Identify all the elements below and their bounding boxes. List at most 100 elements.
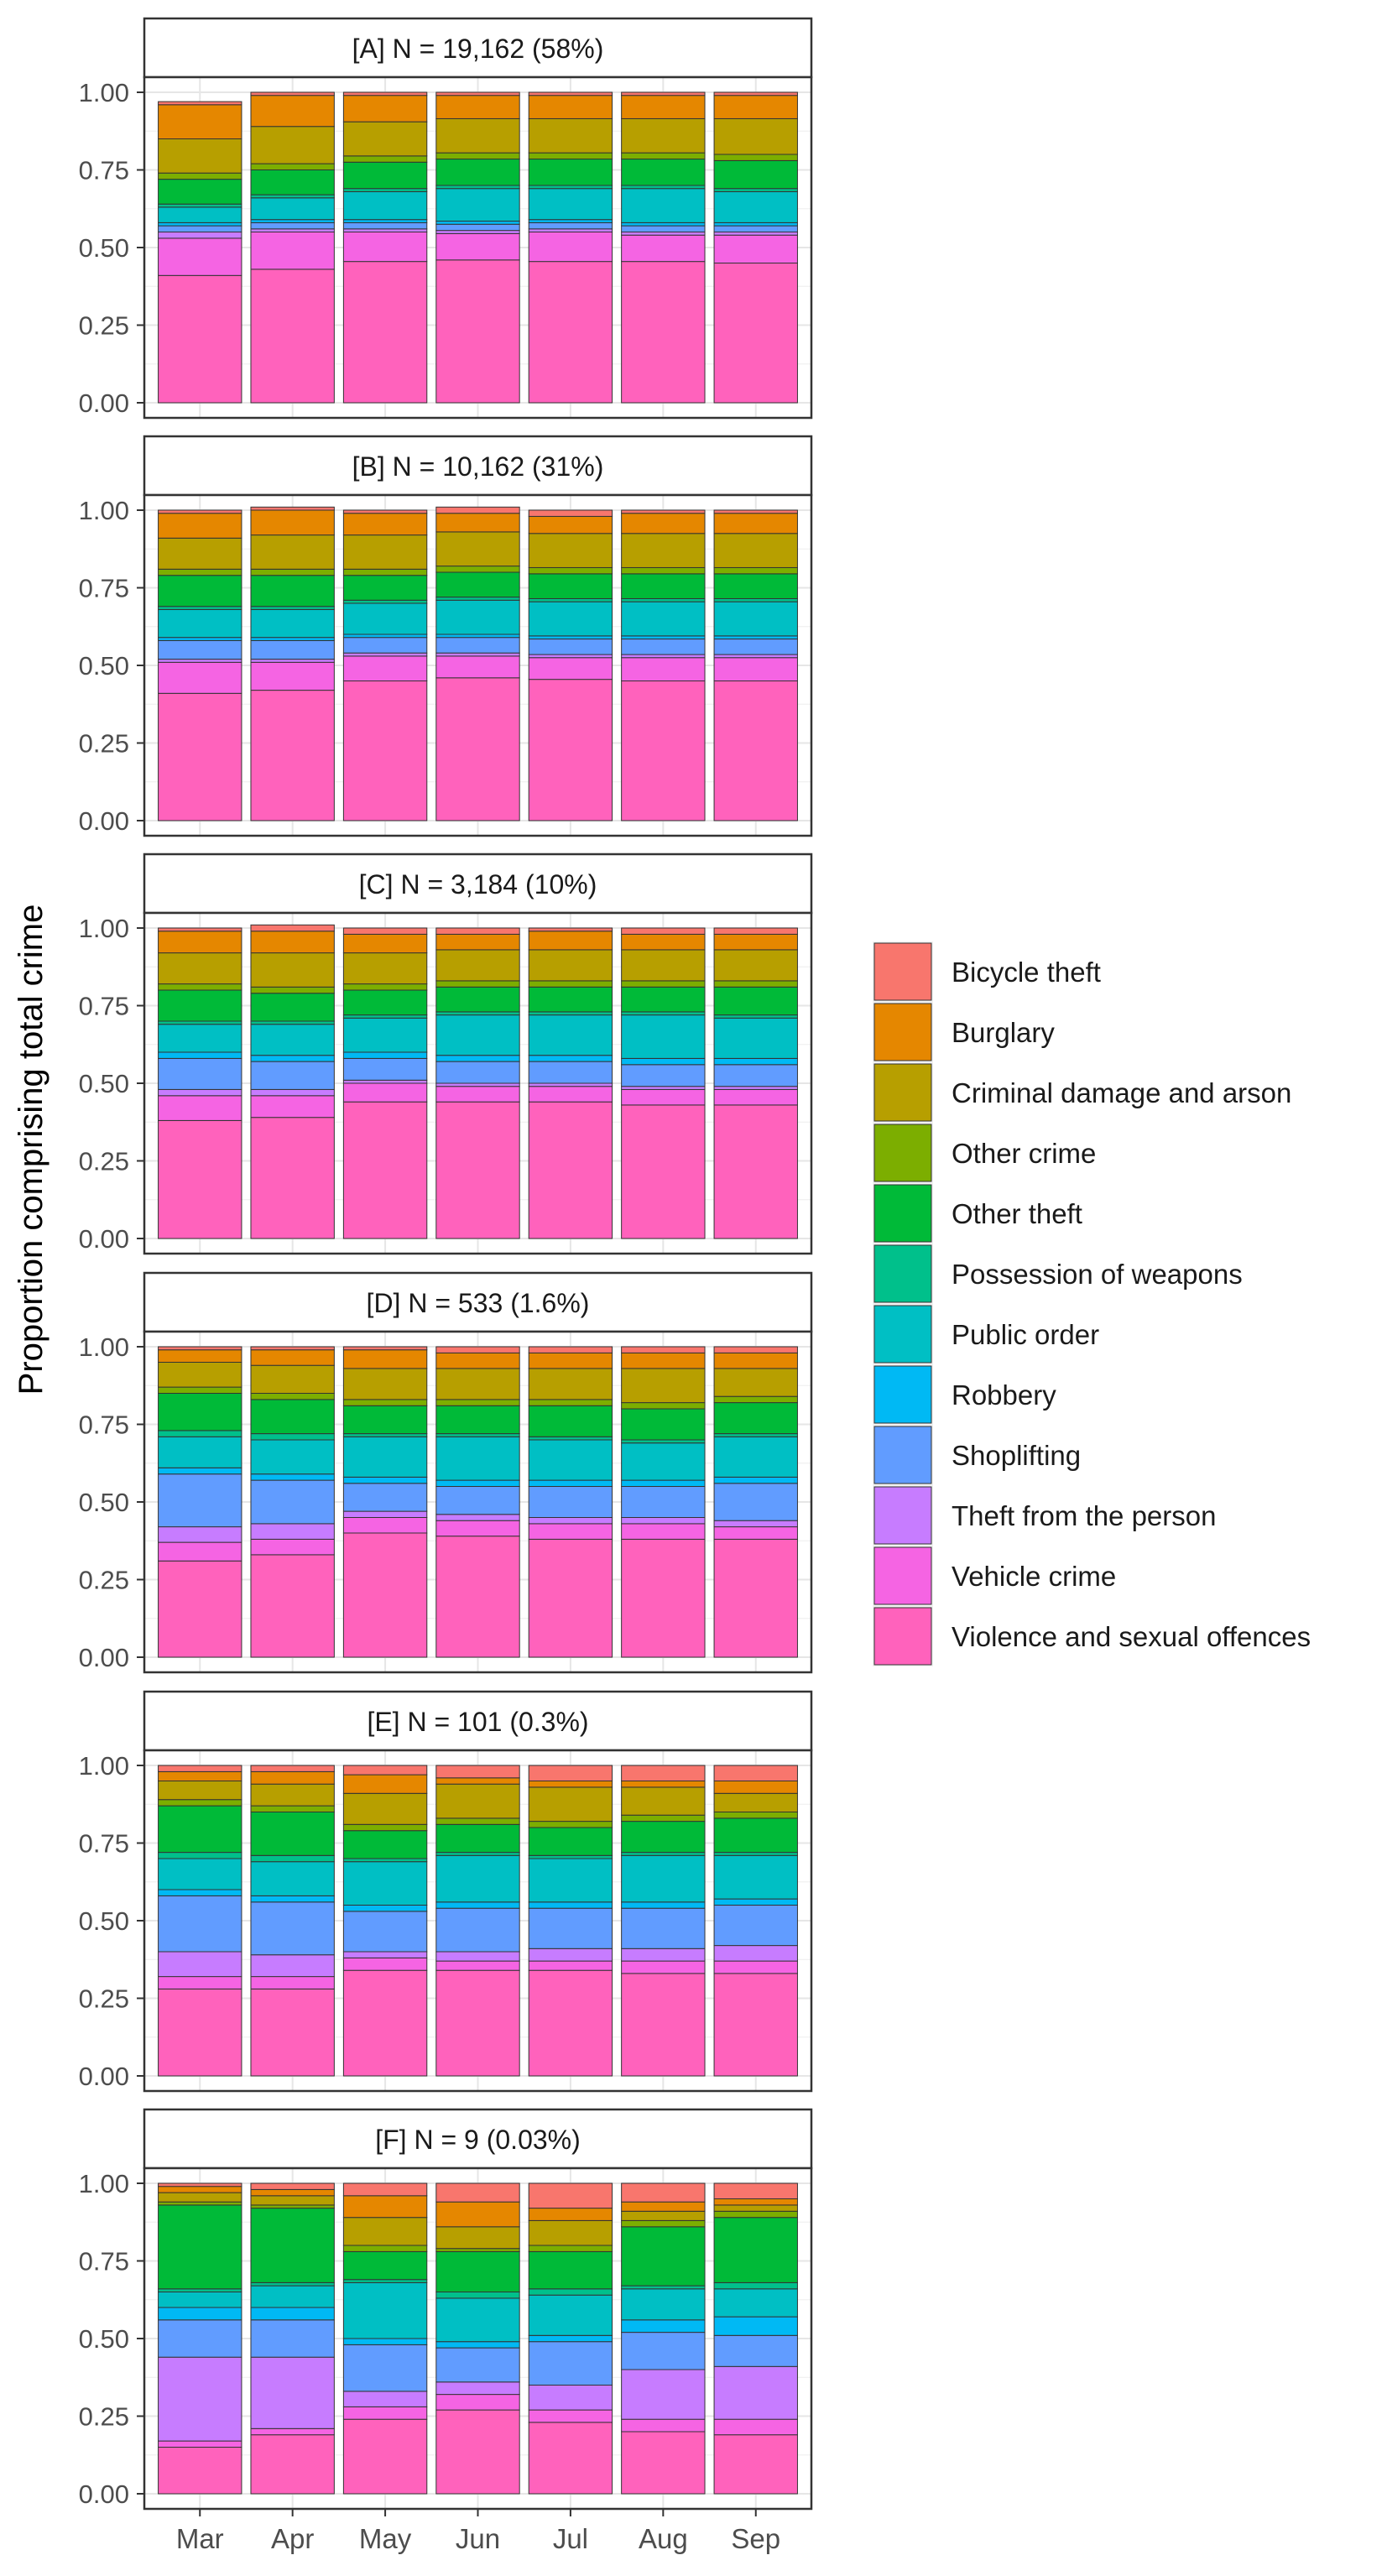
bar-segment [713,509,798,514]
bar-segment [713,222,798,227]
bar-segment [528,1781,613,1788]
facet-strip [143,1271,813,1333]
bar-segment [435,1765,520,1779]
bar-segment [158,2192,242,2203]
legend-item: Other crime [873,1123,1096,1183]
bar-segment [621,1538,706,1658]
bar-segment [158,274,242,404]
bar-segment [621,1352,706,1369]
bar-segment [435,117,520,154]
bar-segment [342,637,428,654]
bar-segment [713,2434,798,2495]
bar-segment [528,949,613,982]
bar-segment [435,1011,520,1016]
bar-segment [158,222,242,227]
bar-segment [158,1560,242,1658]
bar-segment [713,1104,798,1239]
bar-segment [342,155,428,163]
bar-segment [435,2347,520,2383]
legend-swatch [873,1305,932,1364]
bar-segment [621,1439,706,1444]
bar-segment [621,566,706,575]
bar-segment [621,597,706,602]
bar-segment [621,1088,706,1106]
bar-segment [621,225,706,233]
bar-segment [713,1898,798,1906]
legend-label: Other crime [952,1138,1096,1169]
bar-segment [621,1517,706,1525]
bar-segment [621,1014,706,1059]
bar-segment [158,2186,242,2193]
bar-segment [713,2418,798,2436]
bar-segment [435,95,520,119]
bar-segment [342,2418,428,2495]
bar-segment [528,635,613,640]
y-tick-label: 0.25 [79,1566,129,1595]
legend-item: Shoplifting [873,1425,1081,1485]
bar-segment [621,1948,706,1962]
bar-segment [713,2281,798,2290]
bar-segment [528,597,613,602]
y-tick-label: 0.50 [79,1069,129,1098]
bar-segment [528,980,613,988]
bar-segment [528,986,613,1013]
bar-segment [250,2356,335,2429]
bar-segment [713,117,798,155]
bar-segment [250,1479,335,1525]
bar-segment [713,2182,798,2199]
bar-segment [342,1082,428,1103]
x-tick-label: Aug [639,2523,688,2554]
bar-segment [713,927,798,935]
bar-segment [435,1960,520,1971]
bar-segment [528,1821,613,1828]
bar-segment [621,986,706,1013]
bar-segment [158,101,242,106]
bar-segment [435,1520,520,1537]
bar-segment [621,261,706,404]
bar-segment [342,2406,428,2420]
bar-segment [528,2250,613,2290]
bar-segment [342,1405,428,1435]
facet-title: [F] N = 9 (0.03%) [375,2125,581,2155]
y-tick-label: 0.25 [79,1984,129,2014]
bar-segment [250,2182,335,2190]
y-tick-label: 0.00 [79,1224,129,1254]
bar-segment [713,1088,798,1106]
bar-segment [342,652,428,657]
bar-segment [713,91,798,96]
bar-segment [250,2208,335,2283]
bar-segment [435,91,520,96]
bar-segment [250,269,335,404]
bar-segment [250,606,335,610]
bar-segment [158,1976,242,1989]
bar-segment [158,179,242,205]
bar-segment [621,1486,706,1518]
bar-segment [342,232,428,263]
legend-label: Public order [952,1319,1099,1350]
bar-segment [528,654,613,659]
bar-segment [713,566,798,575]
bar-segment [158,1386,242,1394]
bar-segment [713,1781,798,1794]
bar-segment [158,661,242,694]
bar-segment [342,219,428,223]
y-tick-label: 0.25 [79,2402,129,2432]
bar-segment [713,1086,798,1090]
bar-segment [435,2250,520,2292]
bar-segment [158,237,242,276]
bar-segment [250,1117,335,1239]
bar-segment [528,2409,613,2423]
bar-segment [435,2409,520,2495]
bar-segment [621,2332,706,2370]
y-tick-label: 0.25 [79,1147,129,1176]
bar-segment [713,95,798,119]
bar-segment [435,152,520,160]
facet-title: [C] N = 3,184 (10%) [359,869,597,900]
bar-segment [158,989,242,1022]
bar-segment [528,1538,613,1658]
bar-segment [713,190,798,223]
bar-segment [713,2316,798,2336]
y-tick-label: 0.50 [79,233,129,263]
bar-segment [250,1554,335,1658]
bar-segment [528,1858,613,1903]
